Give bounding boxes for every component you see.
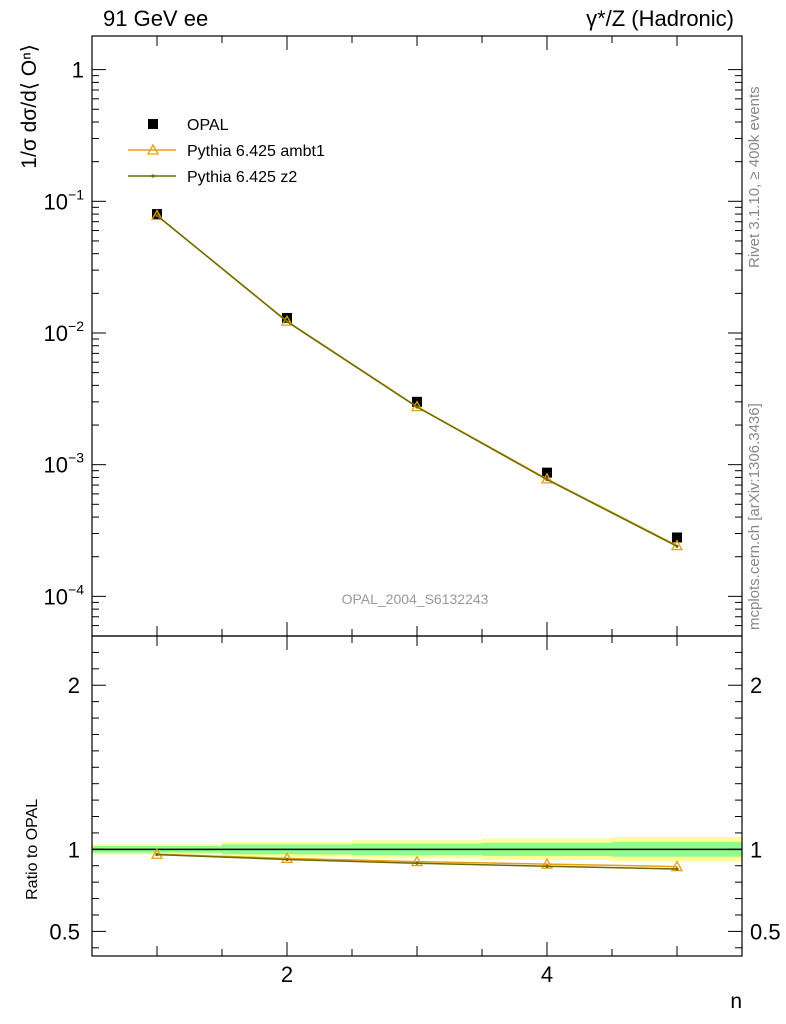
pythia-6-425-ambt1-marker bbox=[150, 209, 164, 221]
header-right-title: γ*/Z (Hadronic) bbox=[586, 6, 734, 31]
pythia-6-425-z2-marker bbox=[675, 544, 679, 548]
x-tick-label: 2 bbox=[281, 962, 293, 987]
ratio-pythia-6-425-z2-marker bbox=[675, 867, 679, 871]
ratio-y-tick-label-right: 1 bbox=[750, 837, 762, 862]
ratio-pythia-6-425-z2-marker bbox=[155, 852, 159, 857]
ratio-pythia-6-425-z2-marker bbox=[415, 861, 419, 865]
y-tick-label: 10−2 bbox=[44, 318, 85, 346]
y-tick-label: 1 bbox=[72, 58, 84, 83]
legend-entry-label: Pythia 6.425 ambt1 bbox=[187, 143, 325, 160]
y-tick-label: 10−1 bbox=[44, 186, 85, 214]
opal-data-point bbox=[672, 532, 682, 543]
ratio-pythia-6-425-ambt1-line bbox=[156, 853, 678, 868]
pythia-6-425-z2-marker bbox=[155, 213, 159, 218]
ratio-y-axis-title: Ratio to OPAL bbox=[24, 799, 41, 900]
pythia-6-425-z2-marker bbox=[545, 478, 549, 482]
pythia-6-425-z2-marker bbox=[285, 320, 289, 324]
legend-entry-label: Pythia 6.425 z2 bbox=[187, 169, 297, 186]
main-y-axis-title: 1/σ dσ/d⟨ Oⁿ⟩ bbox=[18, 44, 41, 169]
ratio-y-tick-label: 2 bbox=[68, 673, 80, 698]
x-axis-title: n bbox=[730, 990, 742, 1013]
legend-marker bbox=[151, 174, 155, 178]
opal-data-point bbox=[282, 312, 292, 323]
ratio-pythia-6-425-ambt1-marker bbox=[280, 852, 294, 864]
ratio-pythia-6-425-z2-marker bbox=[545, 864, 549, 868]
ratio-pythia-6-425-ambt1-marker bbox=[410, 855, 424, 867]
pythia-6-425-ambt1-line bbox=[156, 214, 678, 547]
ratio-pythia-6-425-ambt1-marker bbox=[150, 847, 164, 859]
pythia-6-425-z2-marker bbox=[415, 405, 419, 409]
ratio-pythia-6-425-ambt1-marker bbox=[540, 857, 554, 869]
pythia-6-425-ambt1-marker bbox=[280, 314, 294, 326]
x-tick-label: 4 bbox=[541, 962, 553, 987]
ratio-plot-frame bbox=[91, 635, 743, 957]
ratio-y-tick-label: 1 bbox=[68, 837, 80, 862]
legend-entry-label: OPAL bbox=[187, 117, 229, 134]
legend-marker bbox=[146, 143, 160, 155]
mcplots-reference-label: mcplots.cern.ch [arXiv:1306.3436] bbox=[746, 403, 763, 630]
ratio-pythia-6-425-z2-marker bbox=[285, 857, 289, 862]
rivet-version-label: Rivet 3.1.10, ≥ 400k events bbox=[746, 86, 763, 268]
ratio-y-tick-label: 0.5 bbox=[49, 919, 80, 944]
analysis-watermark: OPAL_2004_S6132243 bbox=[342, 591, 489, 607]
legend-opal-marker bbox=[148, 119, 158, 129]
pythia-6-425-z2-line bbox=[156, 214, 678, 547]
ratio-y-tick-label-right: 2 bbox=[750, 673, 762, 698]
y-tick-label: 10−4 bbox=[44, 581, 85, 609]
ratio-y-tick-label-right: 0.5 bbox=[750, 919, 781, 944]
header-left-title: 91 GeV ee bbox=[103, 6, 209, 31]
y-tick-label: 10−3 bbox=[44, 450, 85, 478]
